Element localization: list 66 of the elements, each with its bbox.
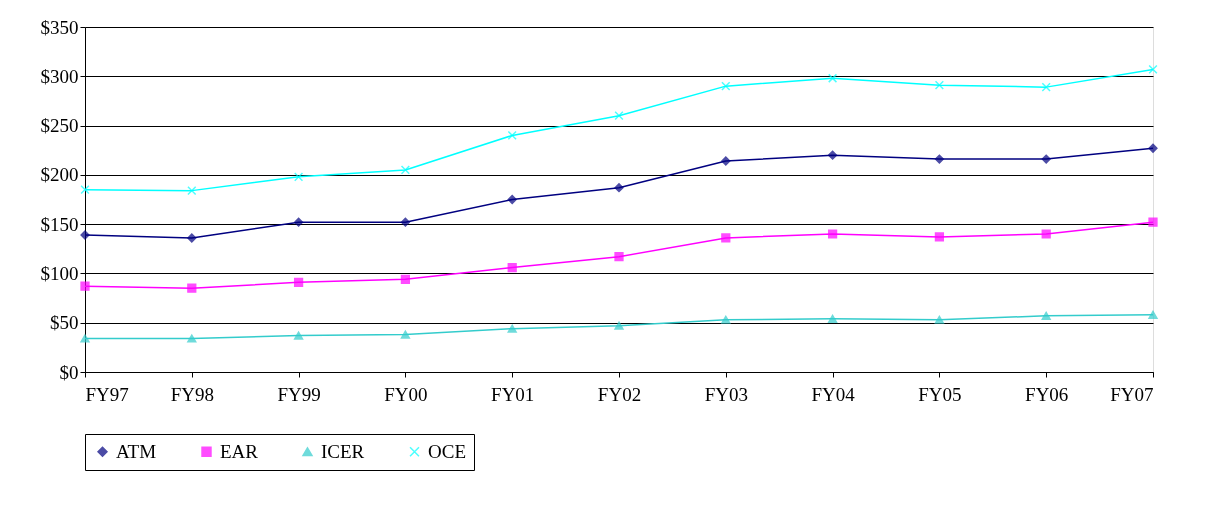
point <box>1148 143 1158 153</box>
point <box>293 172 304 182</box>
y-tick-label: $350 <box>40 16 79 38</box>
point <box>187 186 197 196</box>
point <box>827 229 838 239</box>
point <box>614 252 624 262</box>
y-tick-label: $250 <box>40 115 79 137</box>
y-tick-label: $300 <box>40 65 79 87</box>
point <box>721 156 731 166</box>
x-tick-label: FY06 <box>1025 383 1069 405</box>
point <box>187 283 197 293</box>
x-tick-label: FY98 <box>170 383 214 405</box>
x-tick-label: FY04 <box>811 383 856 405</box>
point <box>507 262 517 273</box>
x-tick-label: FY07 <box>1110 383 1154 405</box>
point <box>614 321 624 330</box>
point <box>507 194 517 205</box>
y-tick-label: $0 <box>59 361 79 383</box>
point <box>400 217 411 227</box>
point <box>934 154 945 164</box>
point <box>934 232 945 242</box>
point <box>293 331 304 340</box>
legend-label: EAR <box>220 440 259 462</box>
point <box>80 334 90 343</box>
point <box>721 81 731 91</box>
point <box>1041 229 1051 239</box>
x-tick-label: FY00 <box>384 383 428 405</box>
point <box>400 274 411 284</box>
y-tick-label: $200 <box>40 164 79 186</box>
point <box>293 217 304 227</box>
point <box>721 315 731 324</box>
point <box>507 130 517 141</box>
point <box>1148 310 1158 319</box>
x-tick-label: FY97 <box>85 383 129 405</box>
x-tick-label: FY01 <box>491 383 535 405</box>
x-tick-label: FY99 <box>277 383 321 405</box>
point <box>1041 82 1051 92</box>
x-tick-label: FY05 <box>918 383 962 405</box>
point <box>400 330 411 339</box>
x-tick-label: FY02 <box>597 383 642 405</box>
point <box>400 165 411 175</box>
point <box>934 80 945 90</box>
point <box>827 73 838 83</box>
point <box>293 277 304 287</box>
legend-label: ICER <box>321 440 365 462</box>
legend-label: OCE <box>428 440 466 462</box>
point <box>1041 154 1051 164</box>
legend-label: ATM <box>116 440 157 462</box>
point <box>80 281 90 291</box>
point <box>614 111 624 121</box>
point <box>614 183 624 193</box>
point <box>827 150 838 160</box>
y-tick-label: $150 <box>40 213 79 235</box>
point <box>80 185 90 195</box>
point <box>187 233 197 243</box>
point <box>1148 64 1158 75</box>
point <box>827 314 838 323</box>
y-tick-label: $100 <box>40 262 79 284</box>
y-tick-label: $50 <box>50 312 79 334</box>
x-tick-label: FY03 <box>704 383 748 405</box>
point <box>1041 311 1051 320</box>
point <box>721 233 731 243</box>
point <box>507 324 517 333</box>
point <box>1148 217 1158 227</box>
point <box>187 334 197 343</box>
point <box>934 315 945 324</box>
